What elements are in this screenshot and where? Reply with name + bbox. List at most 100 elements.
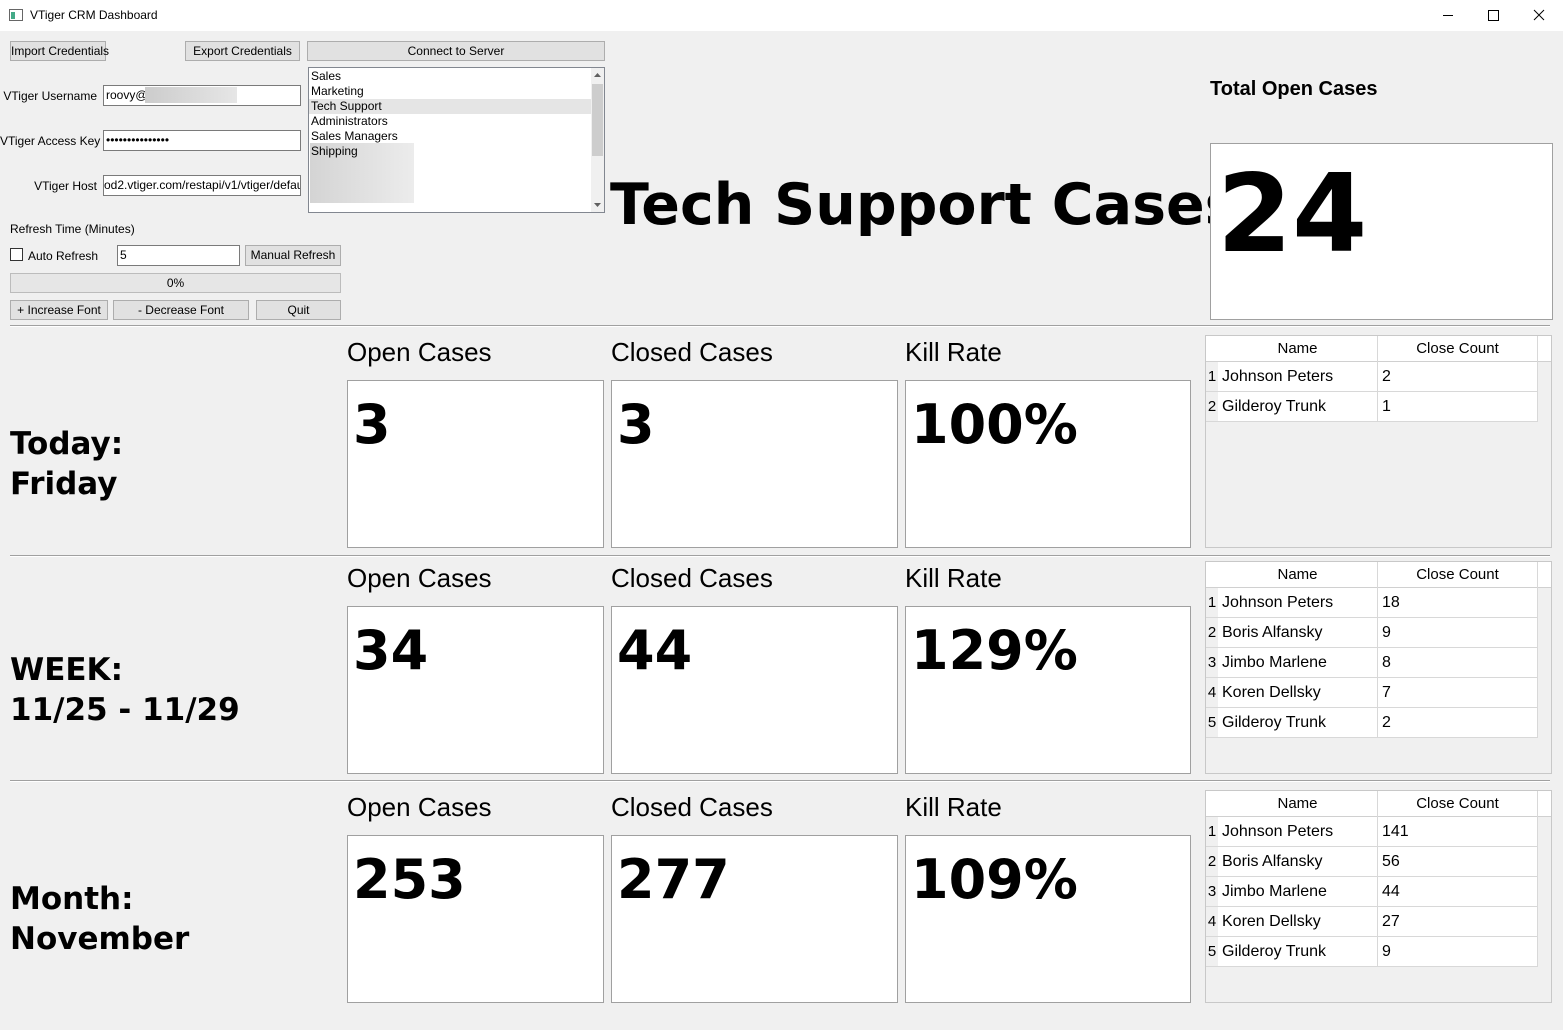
table-cell[interactable]: 9 — [1378, 618, 1538, 648]
auto-refresh-label: Auto Refresh — [28, 249, 99, 263]
manual-refresh-button[interactable]: Manual Refresh — [245, 245, 341, 266]
row-header: 5 — [1206, 937, 1218, 967]
group-list[interactable]: Sales Marketing Tech Support Administrators… — [308, 67, 605, 213]
table-cell[interactable]: Boris Alfansky — [1218, 847, 1378, 877]
table-cell[interactable]: 1 — [1378, 392, 1538, 422]
scroll-arrows[interactable] — [593, 72, 602, 208]
row-header: 2 — [1206, 847, 1218, 877]
metric-box: 3 — [347, 380, 604, 548]
metric-label: Open Cases — [347, 337, 492, 367]
increase-font-button[interactable]: + Increase Font — [10, 300, 108, 320]
metric-label: Kill Rate — [905, 337, 1002, 367]
list-item[interactable]: Tech Support — [309, 99, 591, 114]
row-header: 3 — [1206, 648, 1218, 678]
table-cell[interactable]: Jimbo Marlene — [1218, 648, 1378, 678]
export-button[interactable]: Export Credentials — [185, 41, 300, 61]
redacted — [310, 143, 414, 203]
scroll-thumb — [592, 84, 603, 156]
text-input[interactable]: ••••••••••••••• — [103, 130, 301, 151]
list-item[interactable]: Sales Managers — [311, 129, 398, 143]
table-cell[interactable]: 18 — [1378, 588, 1538, 618]
refresh-minutes-input[interactable]: 5 — [117, 245, 240, 266]
table-cell[interactable]: 8 — [1378, 648, 1538, 678]
decrease-font-button[interactable]: - Decrease Font — [113, 300, 249, 320]
metric-box: 34 — [347, 606, 604, 774]
metric-value: 129% — [911, 619, 1078, 682]
row-header: 2 — [1206, 392, 1218, 422]
metric-value: 253 — [353, 848, 466, 911]
row-header: 2 — [1206, 618, 1218, 648]
scrollbar — [591, 68, 604, 212]
column-header[interactable]: Close Count — [1378, 336, 1538, 362]
window-title: VTiger CRM Dashboard — [30, 8, 158, 22]
table-header: Name Close Count — [1206, 562, 1551, 588]
row-header: 5 — [1206, 708, 1218, 738]
import-button[interactable]: Import Credentials — [10, 41, 109, 61]
column-header[interactable]: Name — [1218, 791, 1378, 817]
period-label: Friday — [10, 466, 118, 502]
metric-label: Open Cases — [347, 792, 492, 822]
total-open-label: Total Open Cases — [1210, 78, 1378, 100]
metric-value: 44 — [617, 619, 693, 682]
period-label: 11/25 - 11/29 — [10, 692, 240, 728]
metric-label: Kill Rate — [905, 792, 1002, 822]
column-header[interactable]: Name — [1218, 562, 1378, 588]
field-label: VTiger Host — [34, 179, 97, 193]
column-header[interactable]: Close Count — [1378, 791, 1538, 817]
table-header: Name Close Count — [1206, 336, 1551, 362]
column-header[interactable]: Close Count — [1378, 562, 1538, 588]
table-cell[interactable]: Johnson Peters — [1218, 588, 1378, 618]
table-cell[interactable]: Koren Dellsky — [1218, 907, 1378, 937]
metric-box: 253 — [347, 835, 604, 1003]
row-header: 1 — [1206, 588, 1218, 618]
table-cell[interactable]: Gilderoy Trunk — [1218, 392, 1378, 422]
table-cell[interactable]: 7 — [1378, 678, 1538, 708]
metric-box: 129% — [905, 606, 1191, 774]
separator — [10, 325, 1550, 327]
row-header: 4 — [1206, 678, 1218, 708]
metric-value: 3 — [353, 393, 391, 456]
title-bar: VTiger CRM Dashboard — [0, 0, 1563, 31]
table-cell[interactable]: Koren Dellsky — [1218, 678, 1378, 708]
table-cell[interactable]: 2 — [1378, 362, 1538, 392]
progress-bar: 0% — [10, 273, 341, 293]
metric-box: 100% — [905, 380, 1191, 548]
table-cell[interactable]: Johnson Peters — [1218, 817, 1378, 847]
close-count-table: Name Close Count 1 Johnson Peters 141 2 Boris … — [1205, 790, 1552, 1003]
period-label: November — [10, 921, 190, 957]
column-header[interactable]: Name — [1218, 336, 1378, 362]
list-item[interactable]: Marketing — [311, 84, 364, 98]
table-cell[interactable]: 141 — [1378, 817, 1538, 847]
redacted — [145, 87, 237, 103]
metric-value: 3 — [617, 393, 655, 456]
field-label: VTiger Username — [3, 89, 97, 103]
connect-button[interactable]: Connect to Server — [307, 41, 605, 61]
table-cell[interactable]: Jimbo Marlene — [1218, 877, 1378, 907]
table-cell[interactable]: 56 — [1378, 847, 1538, 877]
table-cell[interactable]: 44 — [1378, 877, 1538, 907]
window-controls[interactable] — [1420, 0, 1563, 31]
list-item[interactable]: Administrators — [311, 114, 388, 128]
text-input[interactable]: od2.vtiger.com/restapi/v1/vtiger/default — [103, 175, 301, 196]
metric-label: Open Cases — [347, 563, 492, 593]
metric-box: 3 — [611, 380, 898, 548]
list-item[interactable]: Shipping — [311, 144, 358, 158]
table-cell[interactable]: 2 — [1378, 708, 1538, 738]
quit-button[interactable]: Quit — [256, 300, 341, 320]
table-cell[interactable]: 27 — [1378, 907, 1538, 937]
close-count-table: Name Close Count 1 Johnson Peters 18 2 Boris A… — [1205, 561, 1552, 774]
row-header: 4 — [1206, 907, 1218, 937]
row-header: 1 — [1206, 817, 1218, 847]
table-cell[interactable]: Gilderoy Trunk — [1218, 708, 1378, 738]
metric-value: 34 — [353, 619, 429, 682]
table-cell[interactable]: Johnson Peters — [1218, 362, 1378, 392]
row-header: 3 — [1206, 877, 1218, 907]
table-cell[interactable]: Boris Alfansky — [1218, 618, 1378, 648]
auto-refresh-checkbox[interactable] — [10, 248, 23, 261]
table-cell[interactable]: 9 — [1378, 937, 1538, 967]
table-cell[interactable]: Gilderoy Trunk — [1218, 937, 1378, 967]
row-header: 1 — [1206, 362, 1218, 392]
list-item[interactable]: Sales — [311, 69, 342, 83]
close-count-table: Name Close Count 1 Johnson Peters 2 2 Gilderoy… — [1205, 335, 1552, 548]
